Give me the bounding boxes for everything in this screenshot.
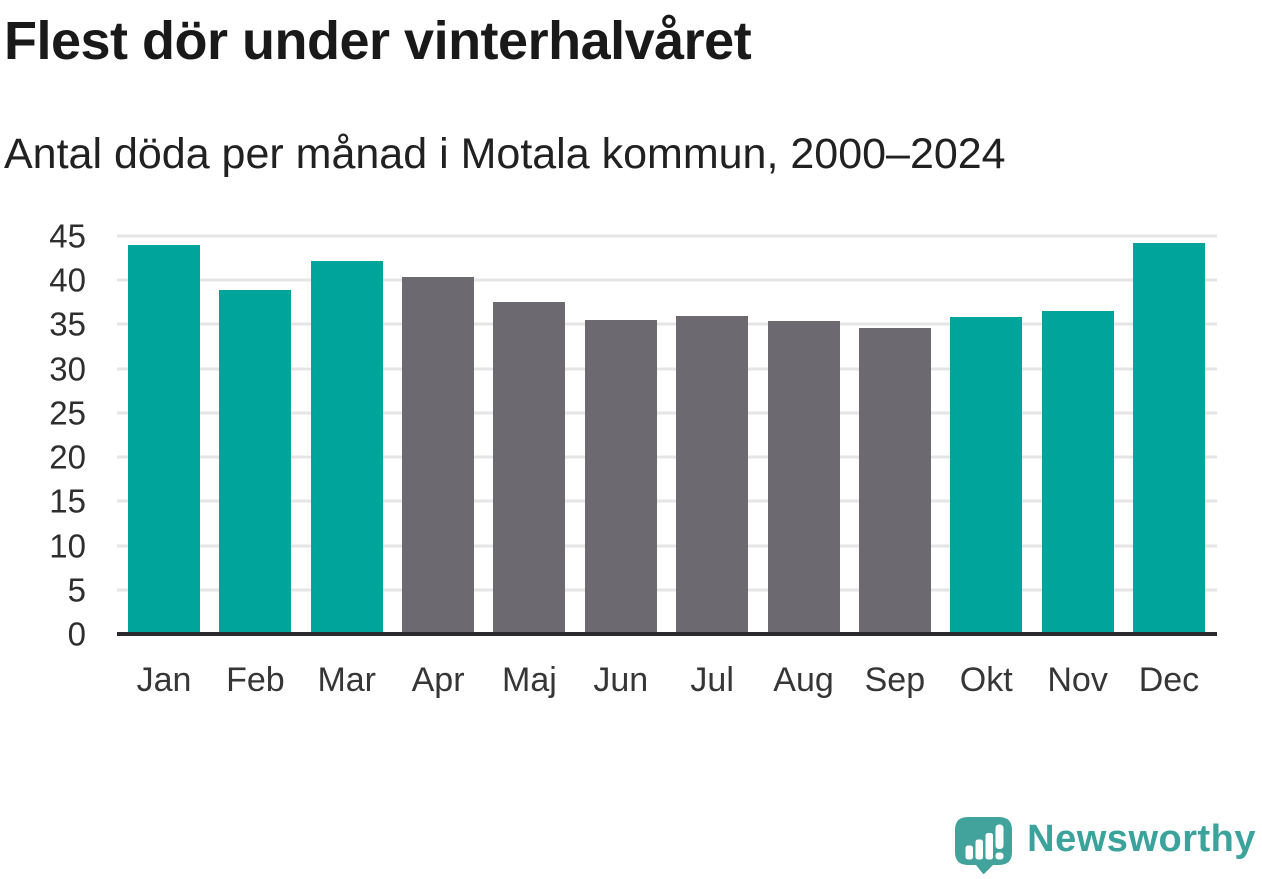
bar-jul (676, 315, 749, 634)
chart-title: Flest dör under vinterhalvåret (4, 11, 752, 71)
bar-nov (1041, 311, 1114, 634)
plot-area: 0 5 10 15 20 25 30 35 40 45 (0, 220, 1262, 651)
bar-apr (402, 276, 475, 634)
y-tick-label-25: 25 (49, 394, 86, 432)
y-tick-label-5: 5 (67, 571, 86, 609)
y-tick-label-20: 20 (49, 438, 86, 476)
x-axis-label-maj: Maj (502, 661, 557, 699)
x-axis-label-jun: Jun (593, 661, 649, 699)
bar-feb (219, 289, 292, 634)
grid-area (117, 234, 1217, 634)
logo-exclamation-glyph (995, 824, 1004, 860)
x-axis-label-aug: Aug (773, 661, 834, 699)
gridline-45 (117, 234, 1217, 238)
x-axis-label-apr: Apr (411, 661, 465, 699)
y-tick-label-10: 10 (49, 527, 86, 565)
y-tick-label-15: 15 (49, 482, 86, 520)
y-tick-label-40: 40 (49, 261, 86, 299)
gridline-15 (117, 499, 1217, 503)
x-axis-label-jan: Jan (136, 661, 192, 699)
x-axis-line (117, 632, 1217, 636)
gridline-25 (117, 411, 1217, 415)
y-tick-label-45: 45 (49, 217, 86, 255)
y-axis: 0 5 10 15 20 25 30 35 40 45 (0, 220, 86, 651)
x-axis-label-jul: Jul (690, 661, 734, 699)
bar-aug (767, 320, 840, 634)
bar-jan (128, 244, 200, 634)
gridline-20 (117, 455, 1217, 459)
x-axis: Jan Feb Mar Apr Maj Jun Jul Aug Sep Okt Nov Dec (117, 660, 1217, 701)
x-axis-label-sep: Sep (864, 661, 926, 699)
x-axis-label-nov: Nov (1047, 661, 1108, 699)
x-axis-label-mar: Mar (317, 661, 376, 699)
gridline-35 (117, 322, 1217, 326)
bar-okt (950, 317, 1023, 634)
y-tick-label-35: 35 (49, 305, 86, 343)
gridline-30 (117, 367, 1217, 371)
bar-dec (1132, 243, 1205, 634)
gridline-10 (117, 544, 1217, 548)
logo-bar-chart-glyph (965, 833, 994, 860)
bar-mar (310, 260, 383, 634)
x-axis-label-dec: Dec (1138, 661, 1200, 699)
bar-sep (858, 327, 931, 634)
y-tick-label-30: 30 (49, 350, 86, 388)
plot-bars (117, 236, 1217, 634)
bar-jun (584, 320, 657, 634)
bar-maj (493, 302, 566, 634)
x-axis-label-okt: Okt (959, 661, 1013, 699)
newsworthy-logo-link[interactable]: Newsworthy (955, 817, 1256, 874)
chart-subtitle: Antal döda per månad i Motala kommun, 20… (4, 130, 1006, 178)
brand-wordmark: Newsworthy (1027, 818, 1256, 860)
y-tick-label-0: 0 (67, 615, 86, 653)
x-axis-label-feb: Feb (226, 661, 285, 699)
gridline-5 (117, 588, 1217, 592)
gridline-40 (117, 278, 1217, 282)
newsworthy-logo-icon (955, 817, 1013, 874)
